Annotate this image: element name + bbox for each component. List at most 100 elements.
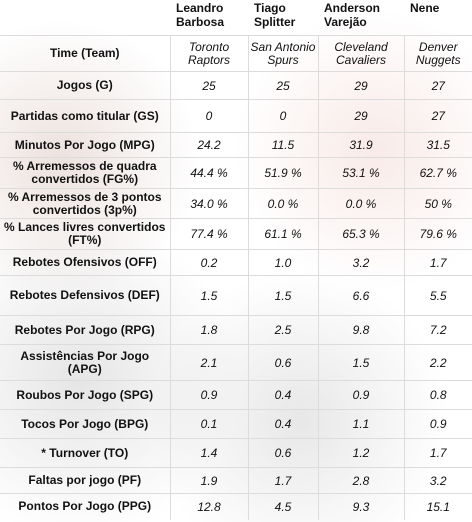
stat-value: 5.5 [429,288,447,303]
stat-value: 1.4 [170,438,249,468]
stat-value: 1.0 [248,249,319,276]
stat-value: 12.8 [170,493,249,520]
stat-value: 65.3 % [318,218,405,250]
table-row: Rebotes Defensivos (DEF) 1.5 1.5 6.6 5.5 [0,275,472,316]
stat-label: Pontos Por Jogo (PPG) [0,493,171,520]
stat-value: 0.6 [248,344,319,381]
stat-value: 0.0 % [318,188,405,219]
stat-value: 0.4 [248,380,319,410]
stat-label: Assistências Por Jogo (APG) [0,344,171,381]
stat-value: 31.5 [426,138,450,152]
stat-value: 1.7 [429,446,447,460]
stat-value: 1.1 [318,409,405,439]
stat-value: 1.5 [170,275,249,316]
stat-value: 7.2 [429,323,447,337]
stat-label: Partidas como titular (GS) [0,99,171,133]
stat-label: Rebotes Ofensivos (OFF) [0,249,171,276]
stat-value: 0.4 [248,409,319,439]
stat-value: 3.2 [429,473,447,488]
stat-label: Rebotes Por Jogo (RPG) [0,315,171,345]
stat-value: 34.0 % [170,188,249,219]
table-row: Faltas por jogo (PF) 1.9 1.7 2.8 3.2 [0,467,472,494]
table-row: Pontos Por Jogo (PPG) 12.8 4.5 9.3 15.1 [0,493,472,520]
team-cell: San Antonio Spurs [248,35,319,72]
stat-value: 1.5 [248,275,319,316]
header-player-splitter: Tiago Splitter [254,1,296,29]
stat-value: 29 [318,99,405,133]
stat-value: 2.8 [318,467,405,494]
stat-value: 11.5 [248,132,319,158]
stat-label: Time (Team) [0,35,171,72]
stat-value: 1.7 [429,255,447,270]
team-cell: Cleveland Cavaliers [318,35,405,72]
stat-value: 53.1 % [318,157,405,189]
stat-value: 61.1 % [248,218,319,250]
stat-value: 51.9 % [248,157,319,189]
stat-label: Jogos (G) [0,71,171,100]
stat-value: 1.5 [318,344,405,381]
stat-value: 0.0 % [248,188,319,219]
stat-value: 3.2 [318,249,405,276]
table-row: Roubos Por Jogo (SPG) 0.9 0.4 0.9 0.8 [0,380,472,410]
stat-label: % Arremessos de quadra convertidos (FG%) [0,157,171,189]
stat-value: 24.2 [170,132,249,158]
stat-label: Roubos Por Jogo (SPG) [0,380,171,410]
stat-value: 2.5 [248,315,319,345]
header-player-varejao: Anderson Varejão [324,1,381,29]
table-row: % Arremessos de 3 pontos convertidos (3p… [0,188,472,219]
stat-value: 0.2 [170,249,249,276]
stat-value: 0.9 [170,380,249,410]
stat-value: 2.1 [170,344,249,381]
stat-value: 0.1 [170,409,249,439]
stat-value: 0.6 [248,438,319,468]
stat-value: 15.1 [426,499,450,514]
stat-value: 1.9 [170,467,249,494]
stat-value: 77.4 % [170,218,249,250]
stat-value: 27 [431,109,445,123]
stat-value: 2.2 [429,355,447,370]
team-cell: Denver Nuggets [415,39,461,67]
stat-value: 62.7 % [419,166,457,180]
header-player-nene: Nene [410,1,440,15]
stat-label: Rebotes Defensivos (DEF) [0,275,171,316]
table-row: Tocos Por Jogo (BPG) 0.1 0.4 1.1 0.9 [0,409,472,439]
stat-label: Minutos Por Jogo (MPG) [0,132,171,158]
table-row: Assistências Por Jogo (APG) 2.1 0.6 1.5 … [0,344,472,381]
table-row: Minutos Por Jogo (MPG) 24.2 11.5 31.9 31… [0,132,472,158]
stat-label: % Arremessos de 3 pontos convertidos (3p… [0,188,171,219]
header-player-barbosa: Leandro Barbosa [176,1,225,29]
team-row: Time (Team) Toronto Raptors San Antonio … [0,35,472,72]
stat-value: 0.9 [318,380,405,410]
stat-value: 29 [318,71,405,100]
stat-label: % Lances livres convertidos (FT%) [0,218,171,250]
table-row: Rebotes Ofensivos (OFF) 0.2 1.0 3.2 1.7 [0,249,472,276]
stat-value: 25 [248,71,319,100]
stat-label: * Turnover (TO) [0,438,171,468]
table-row: % Arremessos de quadra convertidos (FG%)… [0,157,472,189]
stat-value: 50 % [424,196,452,211]
stat-value: 0.9 [429,417,447,431]
header-blank [0,0,170,36]
stat-value: 0 [170,99,249,133]
stat-value: 9.3 [318,493,405,520]
stat-value: 6.6 [318,275,405,316]
stat-value: 0.8 [429,388,447,402]
header-row: Leandro Barbosa Tiago Splitter Anderson … [0,0,472,36]
stat-value: 1.7 [248,467,319,494]
stat-value: 0 [248,99,319,133]
stat-value: 25 [170,71,249,100]
stat-label: Faltas por jogo (PF) [0,467,171,494]
stat-value: 9.8 [318,315,405,345]
stat-value: 31.9 [318,132,405,158]
table-row: Partidas como titular (GS) 0 0 29 27 [0,99,472,133]
team-cell: Toronto Raptors [170,35,249,72]
stat-value: 1.8 [170,315,249,345]
table-row: Rebotes Por Jogo (RPG) 1.8 2.5 9.8 7.2 [0,315,472,345]
stat-value: 79.6 % [419,227,457,241]
stat-value: 27 [431,78,445,93]
table-row: % Lances livres convertidos (FT%) 77.4 %… [0,218,472,250]
stat-value: 1.2 [318,438,405,468]
table-row: Jogos (G) 25 25 29 27 [0,71,472,100]
stat-value: 44.4 % [170,157,249,189]
